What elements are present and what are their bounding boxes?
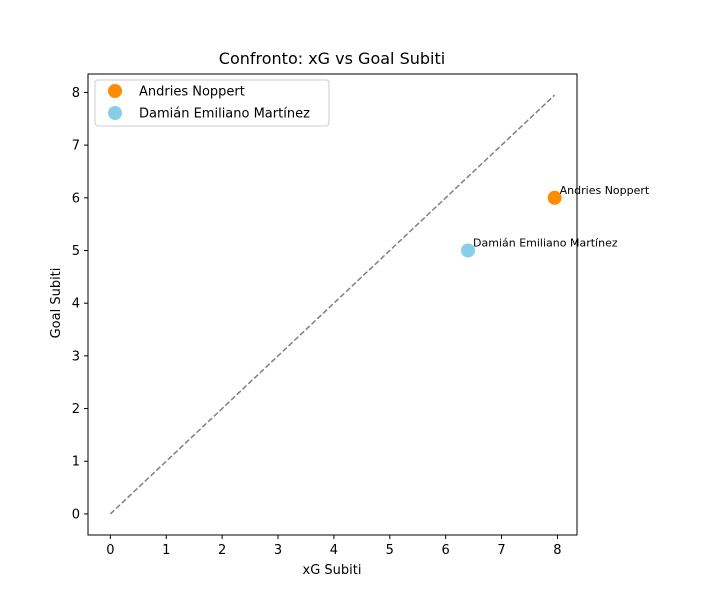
- legend-marker: [108, 106, 122, 120]
- y-tick-label: 1: [72, 455, 80, 470]
- x-tick-label: 1: [162, 543, 170, 558]
- x-tick-label: 3: [274, 543, 282, 558]
- y-tick-label: 4: [72, 297, 80, 312]
- x-tick-label: 0: [106, 543, 114, 558]
- x-tick-label: 8: [553, 543, 561, 558]
- x-tick-label: 6: [442, 543, 450, 558]
- reference-line: [109, 94, 556, 515]
- y-tick-label: 8: [72, 86, 80, 101]
- point-label: Andries Noppert: [560, 184, 650, 197]
- data-point: [547, 190, 562, 205]
- x-axis-label: xG Subiti: [303, 563, 362, 578]
- y-tick-label: 5: [72, 244, 80, 259]
- legend-marker: [108, 84, 122, 98]
- legend-box: [94, 79, 330, 127]
- data-point: [461, 243, 476, 258]
- legend: Andries Noppert Damián Emiliano Martínez: [94, 79, 330, 127]
- y-tick-label: 0: [72, 507, 80, 522]
- x-tick-label: 7: [497, 543, 505, 558]
- y-axis-label: Goal Subiti: [49, 268, 64, 339]
- legend-label: Damián Emiliano Martínez: [139, 107, 310, 122]
- plot-area: Andries Noppert Damián Emiliano Martínez 0…: [72, 73, 650, 558]
- y-tick-label: 6: [72, 191, 80, 206]
- x-tick-label: 4: [330, 543, 338, 558]
- legend-label: Andries Noppert: [139, 85, 245, 100]
- y-tick-label: 7: [72, 139, 80, 154]
- point-label: Damián Emiliano Martínez: [473, 236, 618, 249]
- y-tick-label: 3: [72, 349, 80, 364]
- y-tick-label: 2: [72, 402, 80, 417]
- chart-title: Confronto: xG vs Goal Subiti: [219, 49, 445, 68]
- axes-frame: [87, 73, 578, 536]
- x-tick-label: 5: [386, 543, 394, 558]
- x-tick-label: 2: [218, 543, 226, 558]
